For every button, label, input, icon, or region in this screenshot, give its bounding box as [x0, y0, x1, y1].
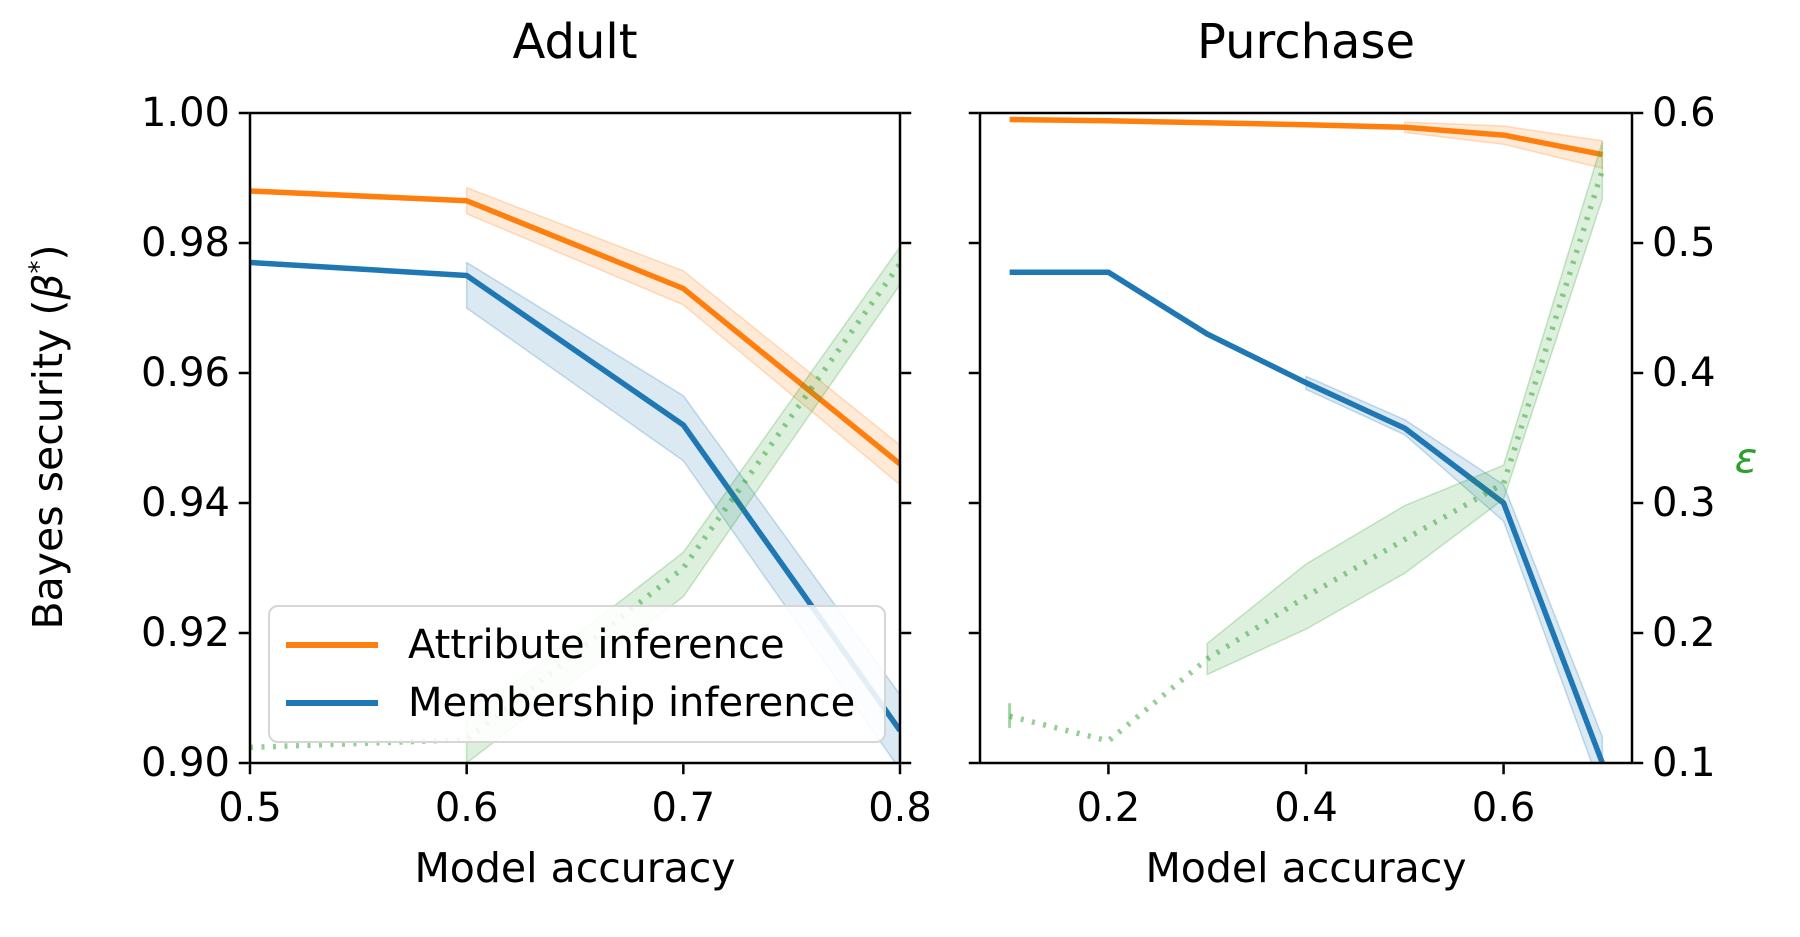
x-tick-label: 0.8 — [868, 785, 932, 831]
x-axis-label-left: Model accuracy — [414, 844, 736, 892]
x-tick-label: 0.2 — [1076, 785, 1141, 831]
x-tick-label: 0.5 — [218, 785, 282, 831]
y-axis-label-suffix: ) — [24, 244, 72, 261]
y-tick-label: 0.98 — [140, 220, 230, 266]
plot-title-adult: Adult — [512, 14, 638, 70]
epsilon-tick-label: 0.2 — [1652, 610, 1716, 656]
epsilon-tick-label: 0.1 — [1652, 740, 1716, 786]
attribute-line-sample — [286, 642, 378, 649]
x-tick-label: 0.4 — [1274, 785, 1338, 831]
y-axis-label-prefix: Bayes security ( — [24, 299, 72, 630]
legend-item-attribute: Attribute inference — [286, 622, 874, 668]
plot-title-purchase: Purchase — [1197, 14, 1415, 70]
legend-item-membership: Membership inference — [286, 680, 874, 726]
y-tick-label: 0.92 — [140, 610, 230, 656]
epsilon-tick-label: 0.3 — [1652, 480, 1716, 526]
y-tick-label: 0.94 — [140, 480, 230, 526]
y-tick-label: 0.90 — [140, 740, 230, 786]
x-tick-label: 0.6 — [1471, 785, 1536, 831]
y-axis-label: Bayes security (β*) — [24, 244, 72, 629]
y-tick-label: 0.96 — [140, 350, 230, 396]
epsilon-tick-label: 0.5 — [1652, 220, 1716, 266]
epsilon-tick-label: 0.4 — [1652, 350, 1716, 396]
x-tick-label: 0.7 — [651, 785, 716, 831]
beta-symbol: β — [24, 273, 72, 300]
membership-line-sample — [286, 699, 378, 706]
legend: Attribute inference Membership inference — [268, 605, 886, 743]
epsilon-tick-label: 0.6 — [1652, 90, 1716, 136]
legend-label-membership: Membership inference — [408, 679, 856, 726]
legend-label-attribute: Attribute inference — [408, 622, 785, 669]
x-tick-label: 0.6 — [434, 785, 499, 831]
x-axis-label-right: Model accuracy — [1145, 844, 1467, 892]
beta-superscript: * — [24, 260, 55, 274]
y-tick-label: 1.00 — [140, 90, 230, 136]
epsilon-axis-label: ε — [1734, 433, 1758, 483]
